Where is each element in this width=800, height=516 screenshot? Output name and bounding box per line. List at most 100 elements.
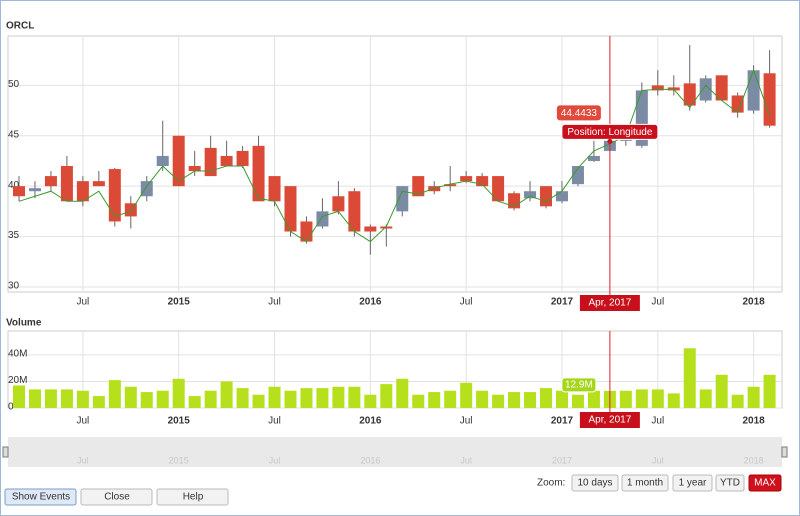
action-button-bg (80, 488, 153, 506)
action-button-label: Show Events (12, 492, 70, 503)
x-tick-label: Jul (76, 416, 89, 427)
candle-body (412, 176, 425, 197)
navigator[interactable] (8, 437, 782, 467)
volume-bar (364, 394, 377, 408)
volume-bar (731, 394, 744, 408)
volume-bar (540, 388, 553, 408)
crosshair-date: Apr, 2017 (588, 298, 631, 309)
candle-body (763, 73, 776, 126)
crosshair-point (607, 138, 613, 144)
volume-bar (396, 378, 409, 408)
candle-body (13, 186, 25, 197)
volume-bar (683, 348, 696, 408)
volume-bar (220, 381, 233, 408)
candle-body (188, 166, 201, 172)
volume-bar (587, 390, 600, 408)
navigator-label: Jul (77, 455, 89, 465)
zoom-button[interactable]: 10 days (571, 474, 619, 492)
zoom-button[interactable]: MAX (748, 474, 782, 492)
candle-body (44, 176, 57, 187)
volume-bar (252, 394, 265, 408)
zoom-button-bg (571, 474, 619, 492)
candle-body (587, 155, 600, 161)
candle-body (284, 186, 297, 232)
zoom-button-label: YTD (720, 478, 740, 489)
x-tick-label: 2017 (551, 297, 574, 308)
volume-bar (268, 386, 281, 408)
y-tick-label: 0 (8, 402, 14, 413)
price-plot (7, 35, 783, 293)
action-button[interactable]: Help (156, 488, 229, 506)
volume-label: 12.9M (565, 380, 593, 391)
volume-bar (667, 393, 680, 408)
volume-bar (44, 389, 57, 408)
action-button[interactable]: Show Events (4, 488, 77, 506)
y-tick-label: 40 (8, 180, 20, 191)
x-tick-label: 2015 (168, 416, 191, 427)
volume-bar (28, 389, 41, 408)
volume-bar (763, 374, 776, 408)
zoom-button-label: MAX (754, 478, 776, 489)
navigator-handle[interactable] (2, 446, 9, 458)
navigator-label: Jul (460, 455, 472, 465)
candle-body (28, 188, 41, 192)
volume-bar (555, 390, 568, 408)
candle-body (651, 85, 664, 91)
volume-label-box (561, 377, 597, 393)
action-button[interactable]: Close (80, 488, 153, 506)
y-tick-label: 20M (8, 375, 27, 386)
zoom-button-label: 1 month (627, 478, 663, 489)
candle-body (316, 211, 329, 227)
volume-bar (747, 386, 760, 408)
candle-body (555, 191, 568, 202)
y-tick-label: 45 (8, 129, 20, 140)
x-tick-label: Jul (460, 297, 473, 308)
navigator-label: 2018 (744, 455, 764, 465)
crosshair-date-box (579, 412, 640, 428)
volume-bar (124, 386, 137, 408)
zoom-button-bg (748, 474, 782, 492)
crosshair-date-box (579, 295, 640, 311)
candle-body (731, 95, 744, 113)
volume-plot (7, 330, 783, 409)
volume-bar (444, 390, 457, 408)
x-tick-label: 2016 (359, 297, 382, 308)
navigator-label: 2017 (552, 455, 572, 465)
chart-title: ORCL (6, 21, 34, 32)
candle-body (172, 135, 185, 187)
candle-body (380, 226, 393, 229)
zoom-button[interactable]: 1 year (672, 474, 713, 492)
navigator-label: 2015 (169, 455, 189, 465)
candle-body (76, 181, 89, 202)
volume-bar (715, 374, 728, 408)
candle-body (492, 176, 505, 202)
zoom-button-bg (715, 474, 745, 492)
x-tick-label: 2015 (168, 297, 191, 308)
volume-bar (284, 390, 297, 408)
y-tick-label: 30 (8, 281, 20, 292)
volume-bar (188, 396, 201, 408)
candle-body (476, 176, 489, 187)
x-tick-label: 2016 (359, 416, 382, 427)
navigator-handle[interactable] (781, 446, 788, 458)
candle-body (444, 184, 457, 187)
volume-bar (476, 390, 489, 408)
volume-bar (635, 389, 648, 408)
volume-bar (348, 386, 361, 408)
volume-bar (699, 389, 712, 408)
volume-bar (412, 394, 425, 408)
zoom-button[interactable]: 1 month (621, 474, 669, 492)
volume-bar (460, 382, 473, 408)
tooltip: Position: Longitude (567, 127, 653, 138)
candle-body (747, 70, 760, 111)
candle-body (540, 186, 553, 207)
candle-body (460, 176, 473, 182)
volume-bar (13, 385, 25, 408)
y-tick-label: 40M (8, 349, 27, 360)
volume-bar (508, 392, 521, 408)
x-tick-label: 2018 (742, 416, 765, 427)
x-tick-label: Jul (76, 297, 89, 308)
zoom-button[interactable]: YTD (715, 474, 745, 492)
